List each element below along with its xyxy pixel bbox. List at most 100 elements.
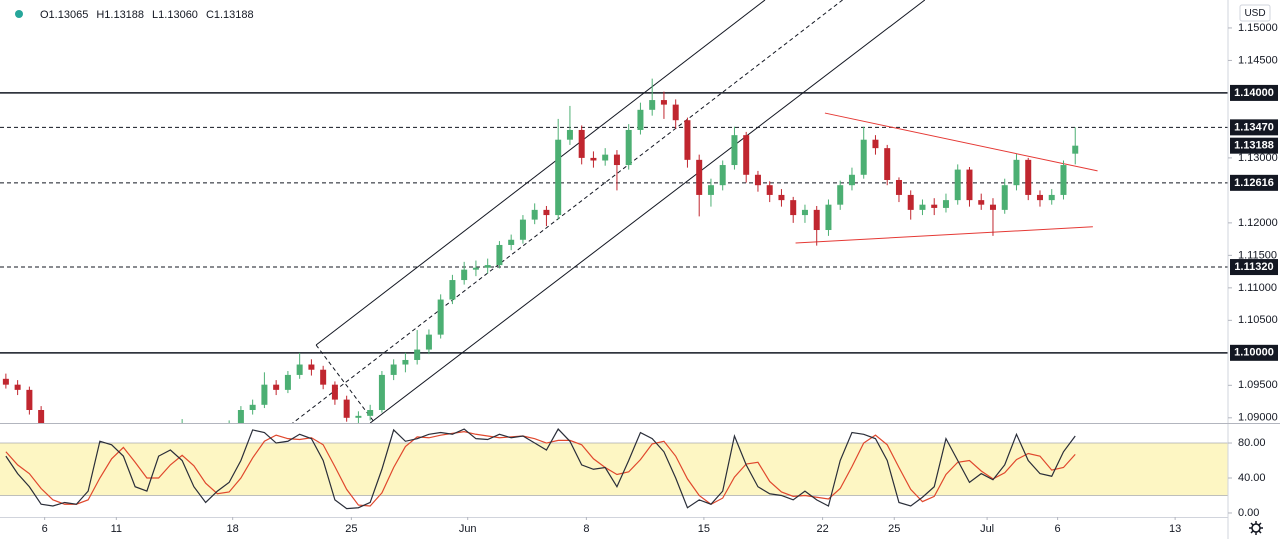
candle-body <box>637 109 644 130</box>
level-box <box>1230 344 1278 361</box>
candle-body <box>743 135 750 175</box>
candle-body <box>355 415 362 418</box>
candle-body <box>484 265 491 268</box>
candle-body <box>414 349 421 360</box>
candle-body <box>978 200 985 205</box>
candle-body <box>731 135 738 166</box>
candle-body <box>308 364 315 370</box>
candle-body <box>402 359 409 365</box>
candle-body <box>672 104 679 121</box>
candle-body <box>766 185 773 195</box>
candle-body <box>989 204 996 210</box>
candle-body <box>496 244 503 266</box>
candle-body <box>273 384 280 390</box>
level-label: 1.10000 <box>1234 347 1274 359</box>
candle-body <box>825 204 832 231</box>
candle-body <box>367 410 374 416</box>
x-tick-label: Jul <box>980 523 994 535</box>
candle-body <box>461 269 468 281</box>
candle-body <box>320 369 327 385</box>
ohlc-value: L1.13060 <box>152 9 198 21</box>
candle-body <box>625 129 632 166</box>
candle-body <box>954 169 961 201</box>
candle-body <box>296 364 303 375</box>
settings-icon[interactable] <box>1249 521 1263 535</box>
x-tick-label: Jun <box>459 523 477 535</box>
candle-body <box>14 384 21 390</box>
candle-body <box>425 334 432 350</box>
stochastic-band <box>0 443 1228 496</box>
candle-body <box>1013 159 1020 186</box>
y-tick-label: 1.10500 <box>1238 314 1278 326</box>
candle-body <box>519 219 526 240</box>
trend-line <box>795 226 1093 244</box>
candle-body <box>472 267 479 270</box>
candle-body <box>649 100 656 110</box>
level-label: 1.13470 <box>1234 121 1274 133</box>
x-tick-label: 22 <box>816 523 828 535</box>
x-tick-label: 6 <box>42 523 48 535</box>
candle-body <box>1060 165 1067 195</box>
candle-body <box>1072 145 1079 154</box>
candle-body <box>848 174 855 186</box>
candle-body <box>872 139 879 149</box>
last-price-box <box>1230 137 1278 154</box>
candle-body <box>895 179 902 195</box>
candle-body <box>696 159 703 195</box>
x-tick-label: 18 <box>227 523 239 535</box>
candle-body <box>590 157 597 161</box>
candle-body <box>284 374 291 390</box>
candle-body <box>719 165 726 186</box>
candle-body <box>566 129 573 140</box>
candle-body <box>531 209 538 220</box>
x-tick-label: 25 <box>888 523 900 535</box>
level-box <box>1230 119 1278 136</box>
currency-box[interactable] <box>1239 4 1271 22</box>
x-tick-label: 8 <box>583 523 589 535</box>
candle-body <box>449 280 456 300</box>
y-tick-label: 1.11000 <box>1238 282 1277 294</box>
candle-body <box>38 410 45 423</box>
y-tick-label: 1.15000 <box>1238 22 1278 34</box>
last-price-label: 1.13188 <box>1234 140 1274 152</box>
candle-body <box>602 154 609 161</box>
stoch-y-tick-label: 80.00 <box>1238 437 1266 449</box>
candle-body <box>966 169 973 201</box>
candle-body <box>778 194 785 201</box>
status-dot <box>15 10 23 18</box>
candle-body <box>707 185 714 195</box>
candle-body <box>249 404 256 411</box>
candle-body <box>660 100 667 105</box>
candle-body <box>555 139 562 216</box>
x-tick-label: 6 <box>1055 523 1061 535</box>
ohlc-value: O1.13065 <box>40 9 88 21</box>
y-tick-label: 1.11500 <box>1238 249 1277 261</box>
trend-line <box>369 0 926 423</box>
candle-body <box>378 374 385 411</box>
candle-body <box>837 185 844 205</box>
stochastic-k-line <box>5 428 1076 510</box>
level-label: 1.12616 <box>1234 177 1274 189</box>
candle-body <box>613 154 620 166</box>
candle-body <box>860 139 867 175</box>
candle-body <box>390 364 397 375</box>
x-tick-label: 13 <box>1169 523 1181 535</box>
candle-body <box>790 200 797 216</box>
x-tick-label: 15 <box>698 523 710 535</box>
candle-body <box>331 384 338 400</box>
trend-line <box>315 0 766 346</box>
candle-body <box>813 209 820 231</box>
candle-body <box>261 384 268 405</box>
candle-body <box>884 148 891 180</box>
candle-body <box>684 120 691 160</box>
y-tick-label: 1.12000 <box>1238 217 1278 229</box>
ohlc-value: C1.13188 <box>206 9 254 21</box>
level-box <box>1230 84 1278 101</box>
level-box <box>1230 174 1278 191</box>
candle-body <box>1001 185 1008 210</box>
candle-body <box>801 209 808 216</box>
candle-body <box>907 194 914 210</box>
trend-line <box>315 344 376 423</box>
